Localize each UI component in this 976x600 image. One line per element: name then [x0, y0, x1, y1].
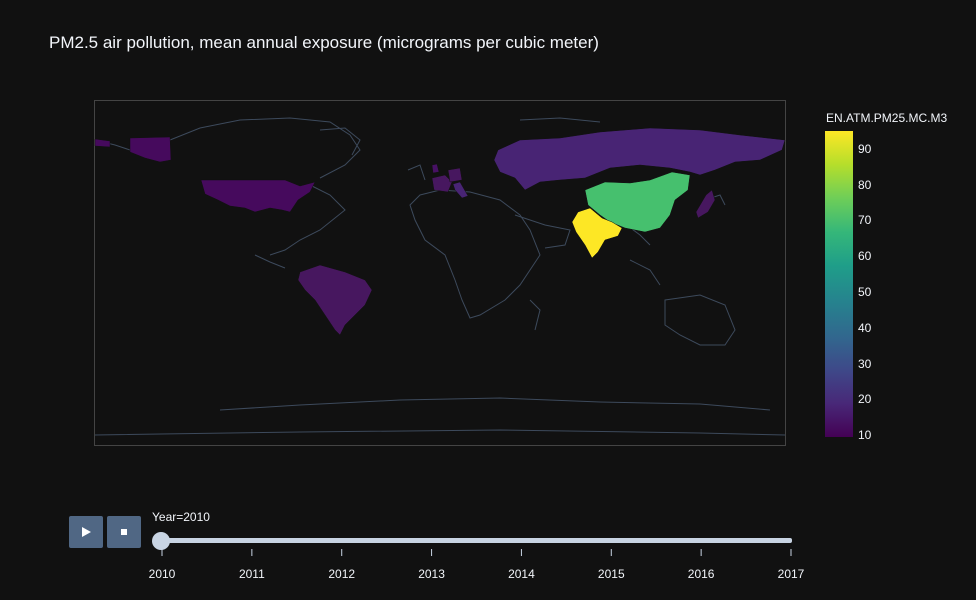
colorbar-tick: 80: [858, 177, 872, 192]
countries: [94, 127, 786, 336]
country-japan[interactable]: [695, 189, 716, 219]
slider-tick-label[interactable]: 2013: [418, 567, 445, 581]
coastlines: [94, 117, 786, 436]
country-alaska[interactable]: [129, 136, 172, 163]
slider-tick-label[interactable]: 2011: [238, 567, 265, 581]
country-usa[interactable]: [200, 179, 316, 213]
colorbar-title: EN.ATM.PM25.MC.M3: [826, 111, 948, 125]
slider-tick-label[interactable]: 2016: [687, 567, 715, 581]
slider-track[interactable]: [160, 538, 792, 543]
colorbar-tick: 20: [858, 392, 872, 407]
colorbar-tick: 70: [858, 213, 872, 228]
slider-tick-label[interactable]: 2015: [597, 567, 625, 581]
colorbar: [825, 131, 853, 437]
colorbar-tick: 40: [858, 320, 872, 335]
country-brazil[interactable]: [297, 264, 373, 336]
stop-button[interactable]: [107, 516, 141, 548]
country-italy[interactable]: [452, 181, 469, 199]
slider-handle[interactable]: [152, 532, 170, 550]
country-china[interactable]: [584, 171, 691, 233]
map-frame: [94, 100, 786, 446]
country-germany[interactable]: [447, 167, 463, 183]
slider-current-label: Year=2010: [152, 510, 210, 524]
slider-tick-label[interactable]: 2010: [148, 567, 176, 581]
slider-tick-label[interactable]: 2017: [777, 567, 805, 581]
stop-icon: [121, 529, 127, 535]
country-france[interactable]: [431, 174, 453, 193]
country-india[interactable]: [571, 207, 623, 259]
colorbar-tick: 60: [858, 249, 872, 264]
colorbar-tick: 50: [858, 285, 872, 300]
country-uk[interactable]: [431, 163, 440, 174]
colorbar-tick: 90: [858, 141, 872, 156]
slider-tick-label[interactable]: 2014: [508, 567, 535, 581]
country-russia[interactable]: [493, 127, 786, 191]
colorbar-tick: 30: [858, 356, 872, 371]
play-icon: [82, 527, 91, 537]
slider-tick-label[interactable]: 2012: [328, 567, 356, 581]
play-button[interactable]: [69, 516, 103, 548]
slider-ticks: [161, 549, 792, 556]
colorbar-tick: 10: [858, 428, 872, 443]
chart-title: PM2.5 air pollution, mean annual exposur…: [49, 33, 599, 52]
